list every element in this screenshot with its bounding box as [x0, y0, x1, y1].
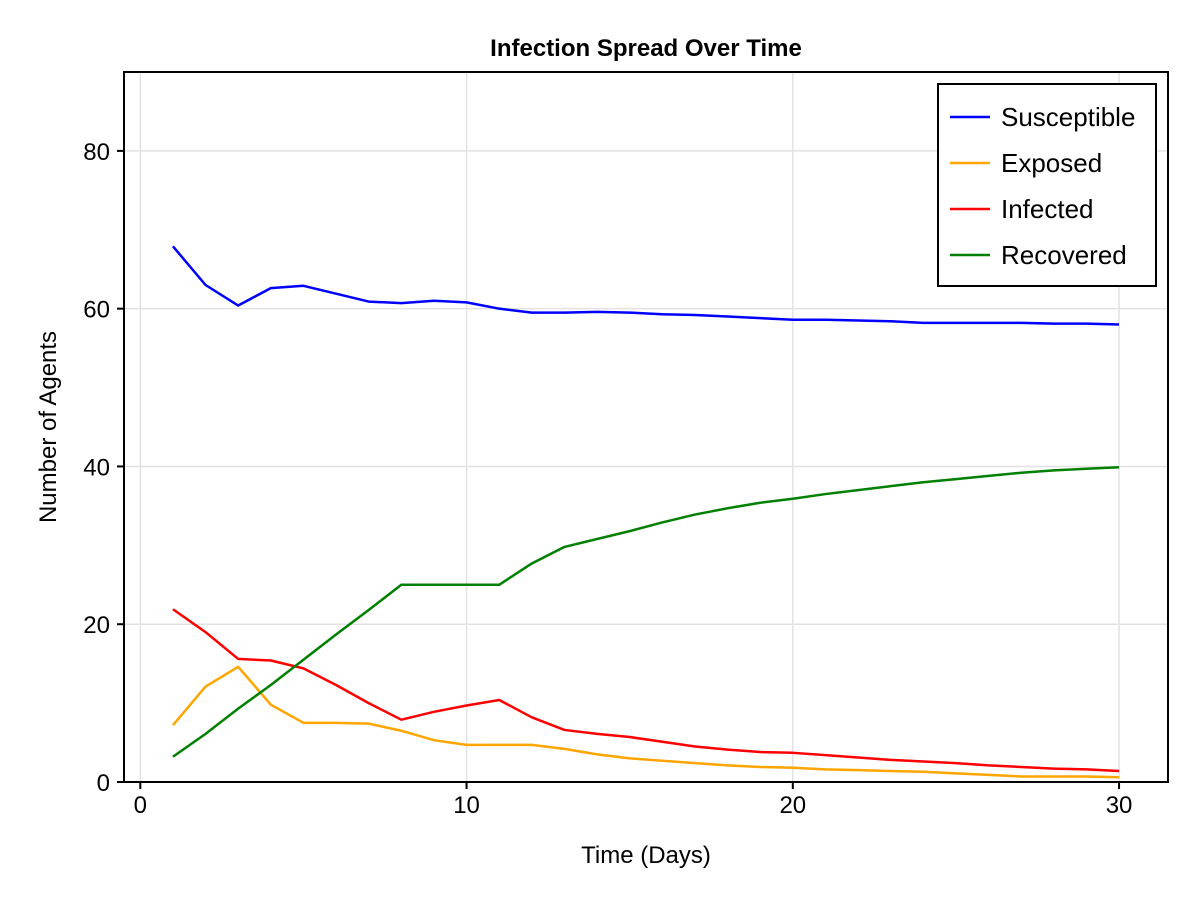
series-line-infected	[172, 608, 1120, 773]
x-tick-label: 30	[1106, 792, 1133, 819]
legend-label-susceptible: Susceptible	[1001, 102, 1135, 132]
series-lines	[171, 245, 1120, 779]
y-tick-label: 20	[83, 612, 110, 639]
y-tick-label: 80	[83, 139, 110, 166]
x-tick-label: 0	[134, 792, 147, 819]
x-tick-label: 10	[453, 792, 480, 819]
series-line-recovered	[172, 465, 1120, 758]
axis-ticks: 0 10 20 30 0 20 40 60 80	[83, 139, 1132, 819]
chart-title: Infection Spread Over Time	[490, 35, 802, 62]
legend-label-recovered: Recovered	[1001, 240, 1127, 270]
legend-label-infected: Infected	[1001, 194, 1094, 224]
x-tick-label: 20	[779, 792, 806, 819]
legend-label-exposed: Exposed	[1001, 148, 1102, 178]
legend: Susceptible Exposed Infected Recovered	[937, 83, 1157, 287]
series-line-susceptible	[171, 245, 1120, 326]
y-tick-label: 0	[97, 770, 110, 797]
y-tick-label: 40	[83, 454, 110, 481]
plot-frame	[123, 71, 1169, 783]
x-axis-label: Time (Days)	[581, 842, 711, 869]
y-axis-label: Number of Agents	[35, 331, 62, 523]
y-tick-label: 60	[83, 297, 110, 324]
series-line-exposed	[171, 665, 1120, 779]
